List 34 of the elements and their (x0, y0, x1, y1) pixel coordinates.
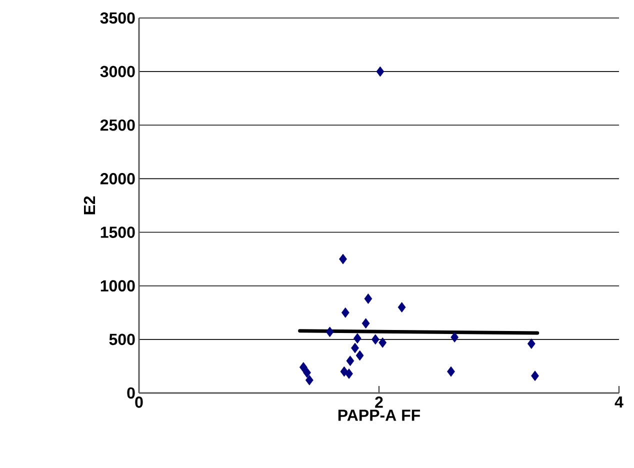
point (341, 307, 350, 318)
point (378, 337, 387, 348)
point (345, 368, 353, 379)
x-axis-title: PAPP-A FF (338, 410, 420, 421)
x-tick-label: 0 (135, 396, 143, 408)
point (326, 326, 334, 338)
y-tick-label: 1000 (100, 280, 135, 292)
y-tick-label: 3000 (100, 66, 135, 78)
y-tick-label: 2000 (100, 173, 135, 184)
y-tick-label: 1500 (100, 226, 135, 238)
point (346, 356, 354, 366)
point (398, 302, 406, 312)
x-tick-label: 2 (375, 396, 383, 408)
point (351, 342, 359, 354)
point (450, 332, 459, 342)
point (447, 366, 455, 377)
point (376, 66, 384, 77)
y-tick-label: 3500 (100, 12, 135, 24)
y-axis-title: E2 (84, 196, 96, 214)
x-tick-label: 4 (614, 396, 624, 408)
point (353, 333, 362, 344)
point (303, 367, 311, 378)
point (305, 374, 314, 386)
point (527, 338, 536, 349)
point (299, 362, 308, 372)
point (362, 318, 370, 329)
y-tick-label: 0 (127, 387, 135, 399)
point (531, 370, 539, 382)
point (356, 350, 364, 361)
point (371, 334, 380, 345)
y-tick-label: 500 (109, 334, 135, 346)
point (364, 294, 372, 304)
y-tick-label: 2500 (100, 119, 135, 131)
point (339, 254, 347, 264)
